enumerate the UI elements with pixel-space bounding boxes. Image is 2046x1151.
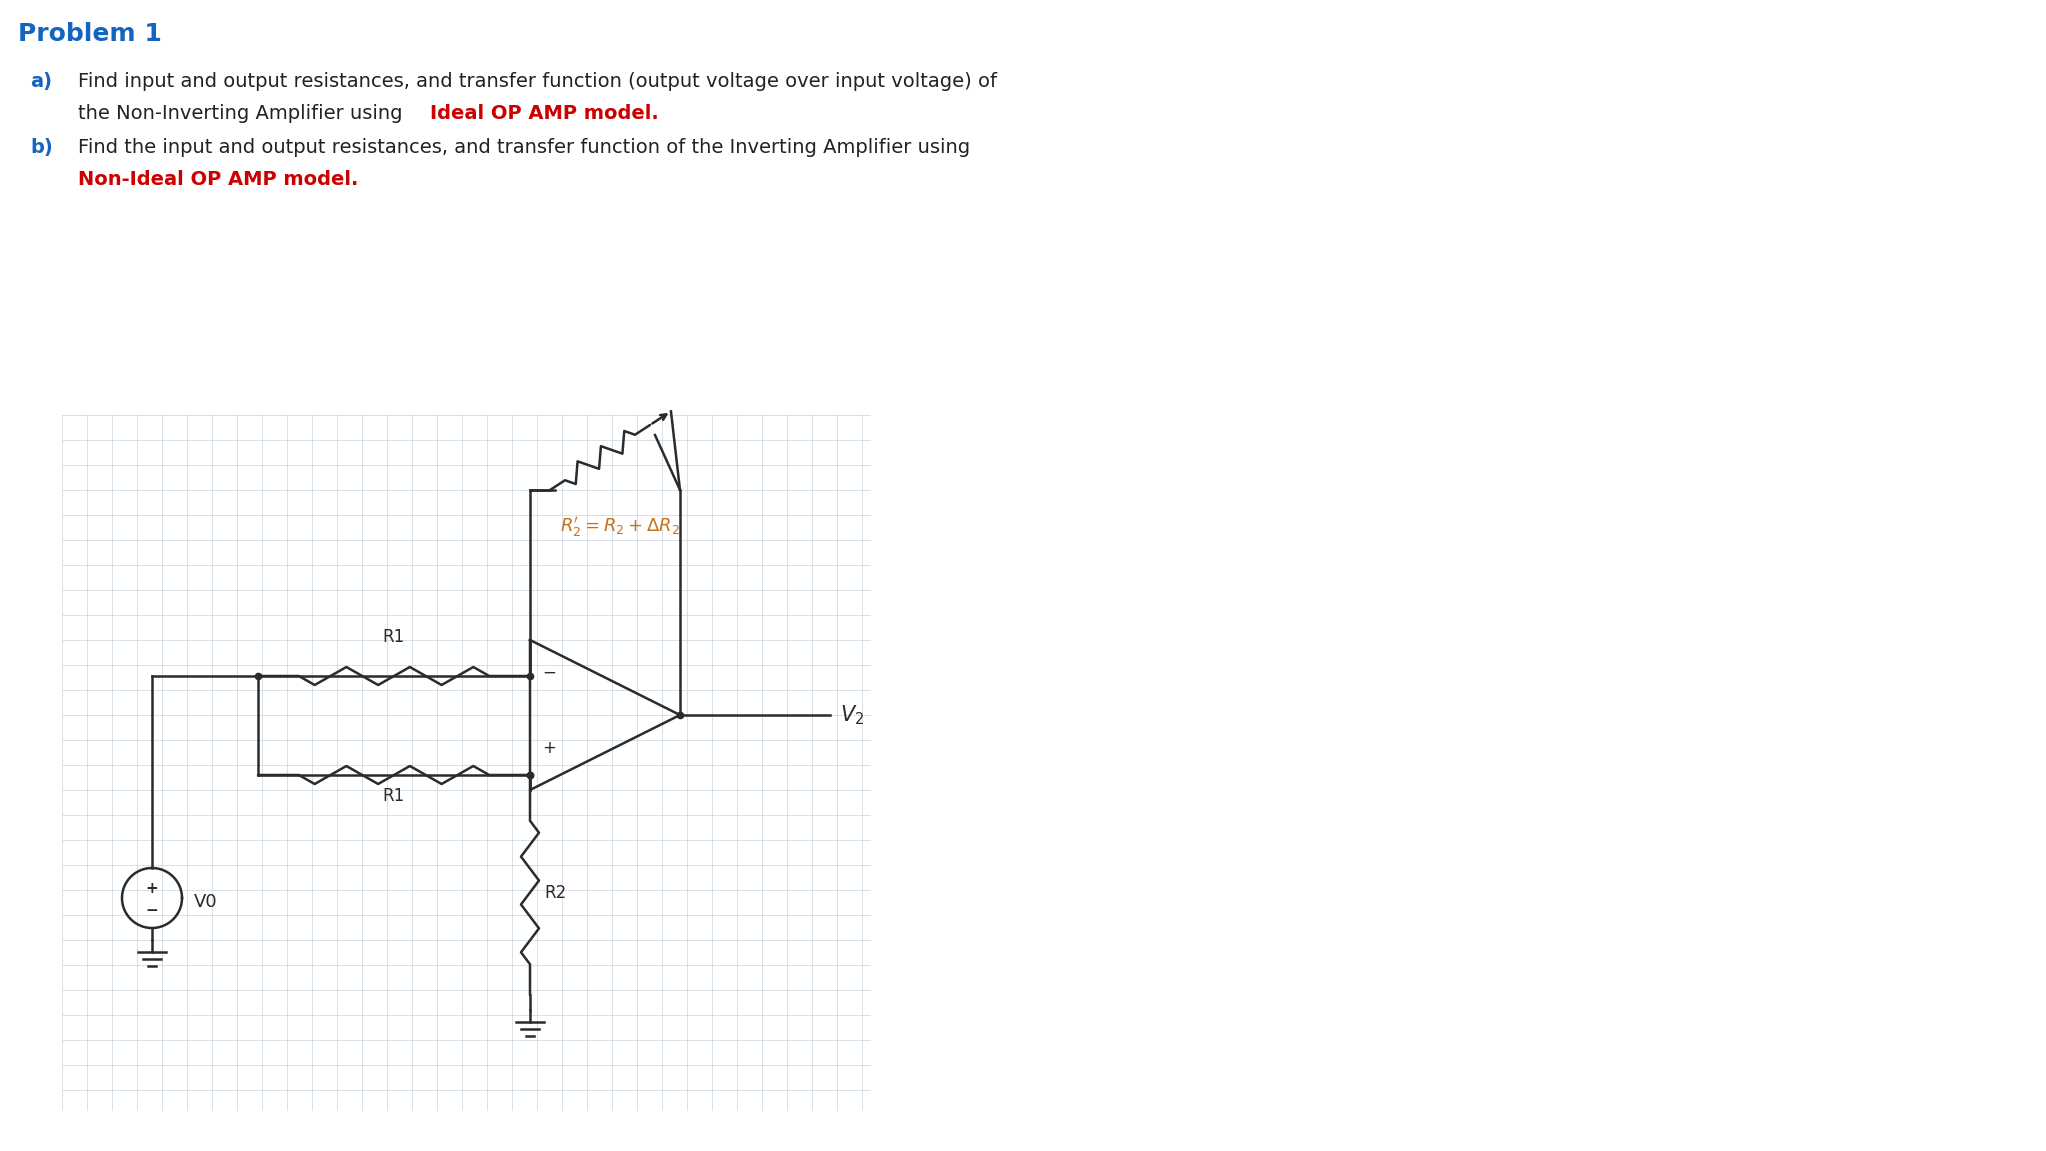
Text: $R_2' = R_2 + \Delta R_2$: $R_2' = R_2 + \Delta R_2$ (561, 514, 679, 539)
Text: R1: R1 (383, 628, 405, 646)
Text: $V_2$: $V_2$ (841, 703, 863, 726)
Text: V0: V0 (194, 893, 217, 910)
Text: Find the input and output resistances, and transfer function of the Inverting Am: Find the input and output resistances, a… (78, 138, 970, 157)
Text: Problem 1: Problem 1 (18, 22, 162, 46)
Text: Find input and output resistances, and transfer function (output voltage over in: Find input and output resistances, and t… (78, 73, 996, 91)
Text: −: − (542, 664, 557, 683)
Text: R1: R1 (383, 787, 405, 805)
Text: R2: R2 (544, 884, 567, 901)
Text: b): b) (31, 138, 53, 157)
Text: a): a) (31, 73, 51, 91)
Text: −: − (145, 902, 158, 917)
Text: Non-Ideal OP AMP model.: Non-Ideal OP AMP model. (78, 170, 358, 189)
Text: +: + (542, 739, 557, 757)
Text: the Non-Inverting Amplifier using: the Non-Inverting Amplifier using (78, 104, 409, 123)
Text: Ideal OP AMP model.: Ideal OP AMP model. (430, 104, 659, 123)
Text: +: + (145, 881, 158, 895)
